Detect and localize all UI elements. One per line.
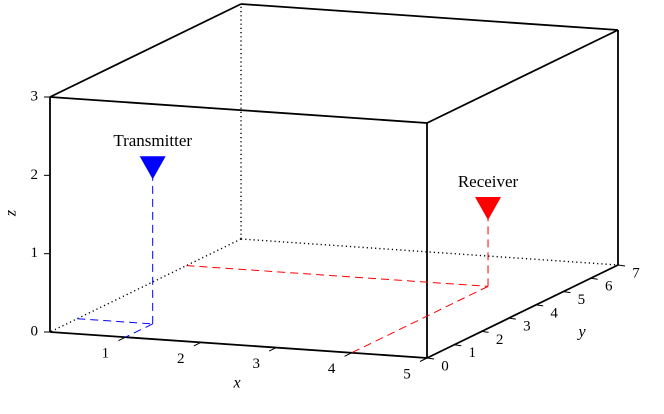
box-edge (240, 3, 619, 31)
y-tick-label: 4 (550, 305, 558, 321)
box-edge (49, 331, 428, 359)
y-tick-label: 5 (578, 292, 586, 308)
y-tick-label: 0 (441, 358, 449, 374)
hidden-edge (49, 238, 242, 333)
y-tick-label: 3 (523, 319, 531, 335)
projection-line (125, 323, 153, 338)
y-tick (454, 344, 462, 347)
y-tick-label: 2 (496, 332, 504, 348)
marker (475, 197, 502, 221)
marker-label: Transmitter (113, 131, 192, 150)
x-tick-label: 1 (102, 346, 110, 362)
y-tick (481, 330, 489, 333)
box-edge (49, 3, 242, 98)
x-tick (344, 352, 352, 357)
x-tick-label: 4 (328, 361, 336, 377)
x-tick-label: 5 (403, 366, 411, 382)
y-tick-label: 7 (632, 265, 640, 281)
projection-line (77, 318, 153, 325)
box-edge (426, 29, 619, 124)
x-tick-label: 2 (177, 351, 185, 367)
y-axis-label: y (576, 324, 586, 341)
y-tick (590, 277, 598, 280)
z-tick-label: 2 (31, 167, 39, 183)
z-axis-label: z (3, 209, 20, 217)
box-edge (49, 96, 428, 124)
y-tick (617, 264, 626, 267)
hidden-edge (240, 238, 619, 266)
y-tick (563, 291, 571, 294)
x-tick (193, 341, 202, 347)
x-tick (118, 336, 126, 342)
y-tick (426, 357, 435, 360)
projection-line (186, 265, 489, 287)
y-tick (536, 304, 544, 307)
y-tick (508, 317, 516, 320)
x-tick-label: 3 (252, 356, 260, 372)
y-tick-label: 6 (605, 279, 613, 295)
z-tick-label: 1 (31, 245, 39, 261)
z-tick-label: 0 (31, 323, 39, 339)
projection-line (351, 285, 489, 354)
box-edge (426, 264, 619, 359)
y-tick-label: 1 (469, 345, 477, 361)
z-tick-label: 3 (31, 88, 39, 104)
x-tick (268, 347, 277, 352)
x-axis-label: x (232, 375, 240, 392)
x-tick (419, 357, 428, 362)
marker-label: Receiver (458, 172, 519, 191)
marker (139, 156, 166, 180)
